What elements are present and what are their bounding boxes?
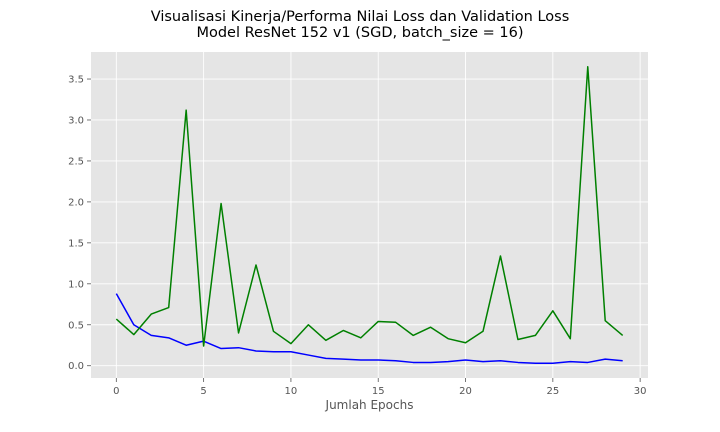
x-tick-label: 30 — [634, 386, 647, 397]
x-tick-label: 0 — [113, 386, 119, 397]
chart-title-line-2: Model ResNet 152 v1 (SGD, batch_size = 1… — [196, 25, 524, 41]
y-tick-label: 1.5 — [68, 238, 84, 249]
series-line-1 — [115, 293, 623, 365]
series-layer — [115, 65, 624, 365]
y-tick-label: 3.5 — [68, 75, 84, 86]
y-tick-label: 0.5 — [68, 320, 84, 331]
x-tick-label: 20 — [459, 386, 472, 397]
grid-lines — [91, 52, 648, 378]
y-tick-label: 0.0 — [68, 361, 84, 372]
x-tick-label: 10 — [285, 386, 298, 397]
x-axis-label: Jumlah Epochs — [325, 398, 414, 412]
y-tick-label: 2.0 — [68, 197, 84, 208]
plot-area — [91, 52, 648, 378]
y-tick-label: 3.0 — [68, 115, 84, 126]
x-tick-label: 25 — [546, 386, 559, 397]
y-tick-label: 1.0 — [68, 279, 84, 290]
series-line-2 — [115, 65, 624, 347]
tick-labels: 0 5 10 15 20 25 30 0.0 0.5 1.0 1.5 2.0 2.5 3.0 3.5 — [68, 75, 646, 397]
x-tick-label: 15 — [372, 386, 385, 397]
x-tick-label: 5 — [200, 386, 206, 397]
y-tick-label: 2.5 — [68, 156, 84, 167]
chart-title-line-1: Visualisasi Kinerja/Performa Nilai Loss … — [150, 9, 570, 25]
